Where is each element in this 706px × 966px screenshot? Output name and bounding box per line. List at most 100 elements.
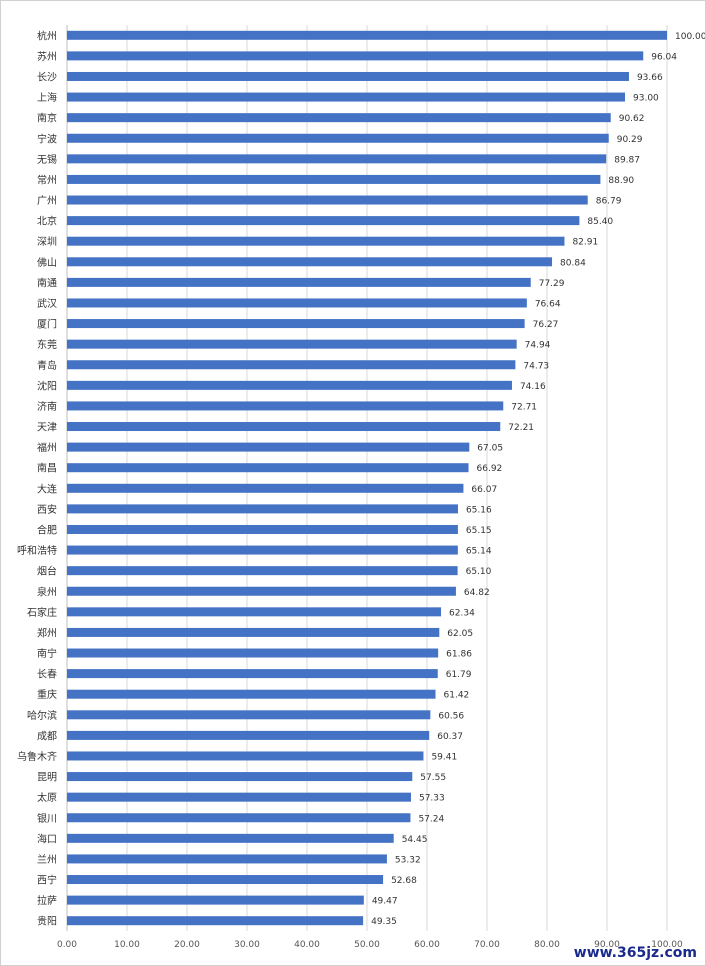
x-axis-tick-labels: 0.00 10.00 20.00 30.00 40.00 50.00 60.00 70.00 8… [57,940,683,950]
data-label: 76.27 [533,320,559,330]
data-label: 77.29 [539,279,565,289]
category-label: 青岛 [37,359,57,372]
category-label: 天津 [37,422,57,434]
category-label: 宁波 [37,132,57,145]
x-tick-label: 0.00 [57,940,77,950]
x-tick-label: 50.00 [354,940,380,950]
data-label: 49.35 [371,917,397,927]
data-label: 65.15 [466,526,492,536]
bar [67,113,611,123]
watermark-text: www.365jz.com [573,945,697,961]
category-label: 海口 [37,832,57,845]
bar [67,730,430,740]
x-tick-label: 90.00 [594,940,620,950]
bar [67,792,411,802]
data-label: 60.37 [437,732,463,742]
category-label: 太原 [37,791,57,804]
data-label: 86.79 [596,197,622,207]
data-label: 65.10 [466,567,492,577]
bar [67,339,517,349]
bar [67,751,424,761]
category-label: 乌鲁木齐 [17,750,57,763]
data-label: 65.16 [466,505,492,515]
bar [67,648,439,658]
bar [67,174,601,184]
x-tick-label: 10.00 [114,940,140,950]
data-label: 96.04 [651,52,677,62]
category-label: 沈阳 [37,379,57,392]
category-label: 北京 [37,215,57,228]
data-label: 59.41 [431,752,457,762]
category-label: 银川 [37,812,57,825]
category-label: 常州 [37,173,57,186]
bar [67,504,458,514]
data-label: 66.92 [477,464,503,474]
category-label: 南京 [37,112,57,125]
bar [67,916,364,926]
data-label: 85.40 [587,217,613,227]
category-label: 烟台 [37,565,57,578]
bar [67,442,470,452]
value-labels: 100.00 96.04 93.66 93.00 90.62 90.29 89.87 88.9… [371,32,705,927]
category-label: 南通 [37,276,57,289]
data-label: 80.84 [560,258,586,268]
bar [67,524,458,534]
category-label: 济南 [37,400,57,413]
bar [67,133,609,143]
category-label: 武汉 [37,297,57,310]
bar [67,277,531,287]
category-label: 深圳 [37,236,57,248]
bar [67,92,625,102]
data-label: 93.00 [633,94,659,104]
bar [67,710,431,720]
data-label: 66.07 [471,485,497,495]
data-label: 57.33 [419,794,445,804]
bar [67,236,565,246]
bar [67,875,384,885]
data-label: 49.47 [372,897,398,907]
category-label: 西安 [37,503,57,516]
x-tick-label: 20.00 [174,940,200,950]
data-label: 72.21 [508,423,534,433]
category-label: 佛山 [37,256,57,269]
data-label: 61.79 [446,670,472,680]
data-label: 72.71 [511,402,537,412]
bar [67,257,553,267]
category-label: 昆明 [37,772,57,784]
bar [67,319,525,329]
x-tick-label: 80.00 [534,940,560,950]
category-label: 南昌 [37,462,57,475]
bar [67,627,440,637]
category-label: 哈尔滨 [27,709,57,722]
category-label: 福州 [37,441,57,454]
bar [67,607,442,617]
bar [67,483,464,493]
data-label: 57.55 [420,773,446,783]
data-label: 89.87 [614,155,640,165]
bar [67,216,580,226]
bar [67,30,667,40]
category-label: 厦门 [37,318,57,331]
data-label: 61.86 [446,650,472,660]
bar [67,195,588,205]
data-label: 74.94 [525,341,551,351]
data-label: 53.32 [395,855,421,865]
data-label: 64.82 [464,588,490,598]
bar [67,380,512,390]
data-label: 62.05 [447,629,473,639]
bar [67,422,501,432]
bar [67,51,644,61]
data-label: 65.14 [466,547,492,557]
category-label: 长沙 [37,71,57,83]
x-tick-label: 40.00 [294,940,320,950]
bar [67,669,438,679]
data-label: 57.24 [418,814,444,824]
bar [67,463,469,473]
category-label: 郑州 [37,626,57,639]
category-label: 广州 [37,195,57,207]
category-label: 重庆 [37,688,57,701]
bar [67,854,387,864]
x-tick-label: 100.00 [651,940,683,950]
data-label: 100.00 [675,32,705,42]
